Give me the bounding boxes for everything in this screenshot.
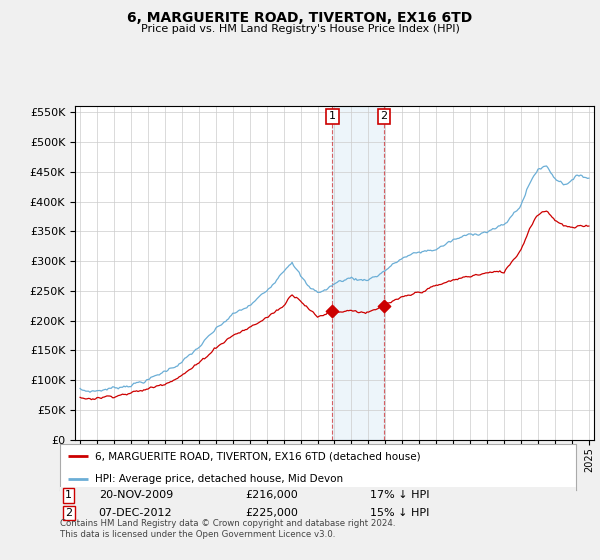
Text: Price paid vs. HM Land Registry's House Price Index (HPI): Price paid vs. HM Land Registry's House …	[140, 24, 460, 34]
Text: 6, MARGUERITE ROAD, TIVERTON, EX16 6TD (detached house): 6, MARGUERITE ROAD, TIVERTON, EX16 6TD (…	[95, 451, 421, 461]
Text: 1: 1	[329, 111, 336, 122]
Point	[379, 301, 389, 310]
Text: 1: 1	[65, 491, 72, 500]
Text: 2: 2	[65, 508, 72, 518]
Text: 20-NOV-2009: 20-NOV-2009	[98, 491, 173, 500]
Point	[328, 307, 337, 316]
Text: £225,000: £225,000	[246, 508, 299, 518]
Text: 6, MARGUERITE ROAD, TIVERTON, EX16 6TD: 6, MARGUERITE ROAD, TIVERTON, EX16 6TD	[127, 11, 473, 25]
Text: HPI: Average price, detached house, Mid Devon: HPI: Average price, detached house, Mid …	[95, 474, 343, 483]
Bar	[332, 106, 384, 440]
Text: 07-DEC-2012: 07-DEC-2012	[98, 508, 172, 518]
Text: Contains HM Land Registry data © Crown copyright and database right 2024.
This d: Contains HM Land Registry data © Crown c…	[60, 519, 395, 539]
Text: 2: 2	[380, 111, 388, 122]
Text: 17% ↓ HPI: 17% ↓ HPI	[370, 491, 429, 500]
Text: £216,000: £216,000	[246, 491, 299, 500]
Text: 15% ↓ HPI: 15% ↓ HPI	[370, 508, 429, 518]
